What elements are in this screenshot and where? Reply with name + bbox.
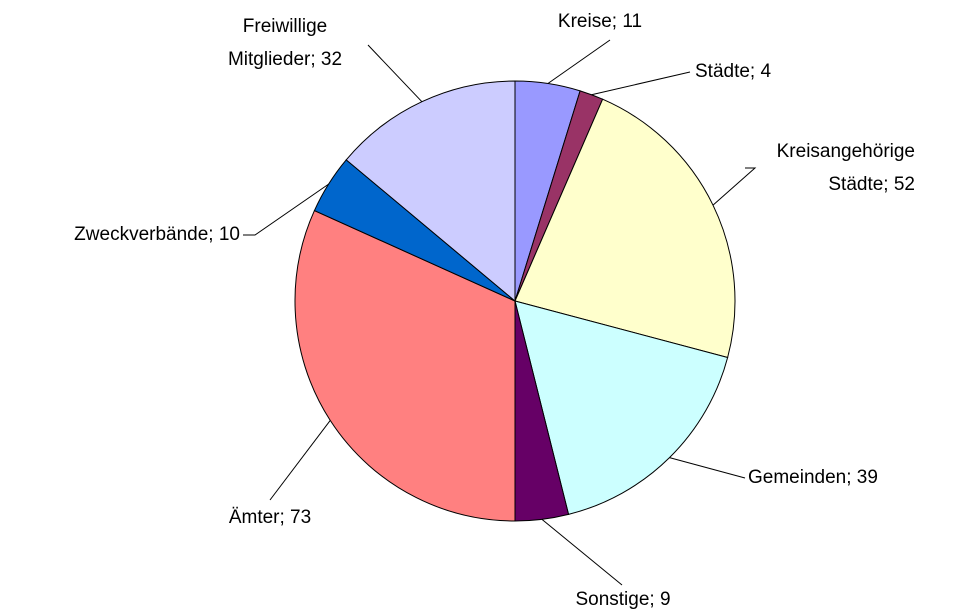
leader-line: [367, 44, 423, 103]
leader-line: [243, 183, 329, 236]
leader-line: [591, 71, 691, 96]
data-label: Städte; 52: [828, 174, 915, 195]
leader-line: [712, 167, 757, 206]
data-label: Mitglieder; 32: [228, 49, 342, 70]
leader-line: [547, 39, 611, 84]
leader-line: [669, 457, 746, 479]
leader-line: [269, 420, 331, 501]
pie-slice: [514, 300, 729, 515]
data-label: Kreise; 11: [558, 11, 642, 32]
pie-slice: [294, 209, 516, 522]
data-label: Gemeinden; 39: [748, 467, 878, 488]
data-label: Zweckverbände; 10: [74, 224, 240, 245]
data-label: Städte; 4: [695, 61, 771, 82]
pie-slice: [345, 80, 516, 303]
data-label: Ämter; 73: [229, 507, 311, 528]
data-label: Sonstige; 9: [575, 589, 670, 610]
data-label: Freiwillige: [243, 16, 327, 37]
data-label: Kreisangehörige: [777, 141, 915, 162]
leader-line: [541, 518, 623, 586]
